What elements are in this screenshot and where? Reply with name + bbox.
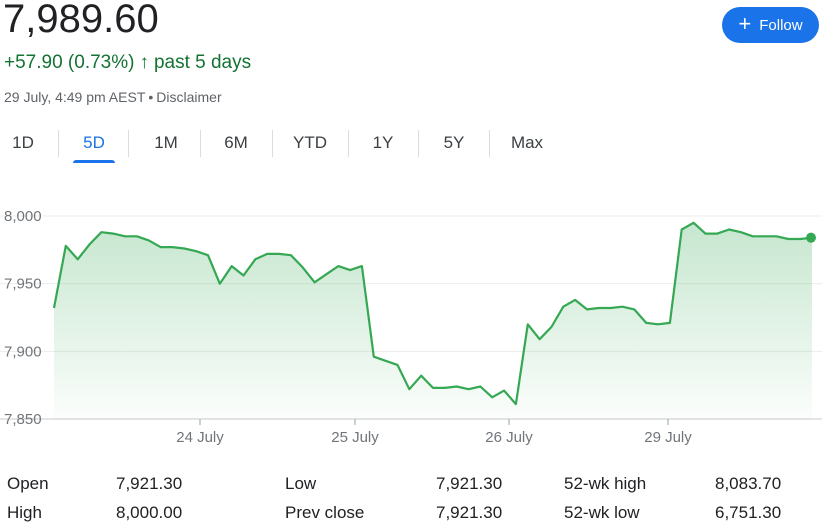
x-tick-label: 24 July (176, 429, 224, 446)
high-label: High (7, 503, 42, 522)
change-period: past 5 days (153, 52, 252, 73)
wk52-high-label: 52-wk high (564, 474, 647, 493)
separator: • (148, 89, 154, 105)
low-value: 7,921.30 (436, 474, 503, 493)
wk52-low-value: 6,751.30 (715, 503, 782, 522)
wk52-high-value: 8,083.70 (715, 474, 782, 493)
tab-ytd[interactable]: YTD (293, 133, 327, 152)
prev-close-value: 7,921.30 (436, 503, 503, 522)
tab-1m[interactable]: 1M (154, 133, 178, 152)
prev-close-label: Prev close (285, 503, 365, 522)
price-line (52, 221, 813, 406)
y-tick-label: 7,900 (4, 343, 42, 360)
tab-5y[interactable]: 5Y (443, 133, 465, 152)
range-tabs: 1D 5D 1M 6M YTD 1Y 5Y Max (0, 124, 560, 164)
arrow-up-icon: ↑ (139, 52, 149, 73)
change-value: +57.90 (0.73%) (4, 52, 135, 73)
high-value: 8,000.00 (116, 503, 183, 522)
price-chart[interactable]: 8,000 7,950 7,900 7,850 24 July 25 July 26 Ju… (0, 190, 822, 460)
x-tick-label: 26 July (485, 429, 533, 446)
y-tick-label: 8,000 (4, 208, 42, 225)
tab-divider (272, 130, 273, 157)
tab-divider (348, 130, 349, 157)
tab-divider (128, 130, 129, 157)
x-tick-label: 29 July (644, 429, 692, 446)
x-tick-label: 25 July (331, 429, 379, 446)
tab-divider (418, 130, 419, 157)
follow-label: Follow (759, 16, 803, 34)
follow-button[interactable]: + Follow (722, 7, 819, 43)
current-point (806, 232, 816, 243)
timestamp: 29 July, 4:49 pm AEST (4, 89, 146, 105)
plus-icon: + (738, 11, 752, 36)
y-tick-label: 7,950 (4, 276, 42, 293)
timestamp-line: 29 July, 4:49 pm AEST • Disclaimer (4, 89, 222, 105)
low-label: Low (285, 474, 317, 493)
tab-max[interactable]: Max (510, 133, 544, 152)
wk52-low-label: 52-wk low (564, 503, 640, 522)
tab-divider (58, 130, 59, 157)
price-change: +57.90 (0.73%) ↑ past 5 days (4, 52, 251, 74)
y-tick-label: 7,850 (4, 411, 42, 428)
x-axis: 24 July 25 July 26 July 29 July (176, 419, 692, 446)
y-axis: 8,000 7,950 7,900 7,850 (4, 208, 42, 428)
tab-1d[interactable]: 1D (12, 133, 34, 152)
stats-row: High 8,000.00 Prev close 7,921.30 52-wk … (0, 503, 822, 531)
tab-5d[interactable]: 5D (73, 124, 115, 163)
stats-row: Open 7,921.30 Low 7,921.30 52-wk high 8,… (0, 474, 822, 502)
open-label: Open (7, 474, 49, 493)
price-area (54, 222, 812, 419)
tab-6m[interactable]: 6M (224, 133, 248, 152)
open-value: 7,921.30 (116, 474, 183, 493)
tab-divider (200, 130, 201, 157)
tab-1y[interactable]: 1Y (372, 133, 394, 152)
tab-divider (489, 130, 490, 157)
current-price: 7,989.60 (3, 0, 159, 41)
disclaimer-link[interactable]: Disclaimer (156, 89, 222, 105)
